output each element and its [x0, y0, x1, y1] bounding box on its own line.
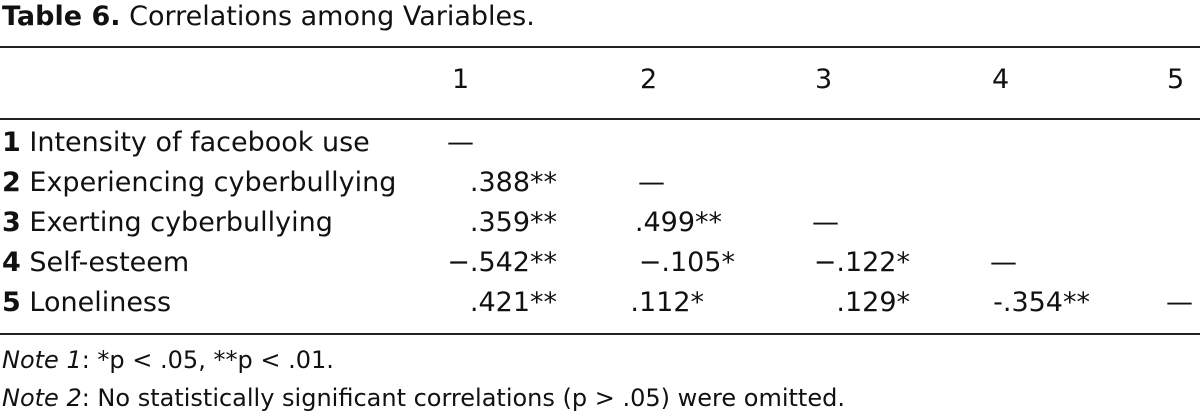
- table-cell: -.354**: [993, 287, 1090, 318]
- table-caption: Table 6. Correlations among Variables.: [2, 0, 535, 34]
- table-row-label: 5 Loneliness: [2, 286, 171, 320]
- table-cell: −.542**: [447, 247, 557, 278]
- table-row-label: 1 Intensity of facebook use: [2, 126, 370, 160]
- column-header-5: 5: [1167, 64, 1185, 95]
- bottom-rule: [0, 333, 1200, 335]
- table-cell: —: [1166, 287, 1193, 318]
- row-variable: Self-esteem: [29, 247, 190, 278]
- table-cell: .499**: [634, 207, 722, 238]
- table-cell: —: [447, 127, 474, 158]
- note-text: : *p < .05, **p < .01.: [81, 346, 334, 374]
- table-cell: .421**: [469, 287, 557, 318]
- table-cell: −.105*: [638, 247, 735, 278]
- row-number: 2: [2, 167, 21, 198]
- table-note-2: Note 2: No statistically significant cor…: [2, 383, 845, 413]
- table-title: Correlations among Variables.: [129, 1, 535, 32]
- row-variable: Experiencing cyberbullying: [29, 167, 397, 198]
- table-cell: −.122*: [813, 247, 910, 278]
- table-cell: —: [990, 247, 1017, 278]
- row-number: 5: [2, 287, 21, 318]
- table-cell: .129*: [836, 287, 910, 318]
- row-variable: Intensity of facebook use: [29, 127, 370, 158]
- table-cell: —: [638, 167, 665, 198]
- note-text: : No statistically significant correlati…: [81, 384, 845, 412]
- header-rule: [0, 118, 1200, 120]
- table-cell: —: [812, 207, 839, 238]
- note-label: Note 2: [2, 384, 82, 412]
- table-cell: .388**: [469, 167, 557, 198]
- row-number: 4: [2, 247, 21, 278]
- column-header-4: 4: [992, 64, 1010, 95]
- column-header-1: 1: [452, 64, 470, 95]
- table-row-label: 2 Experiencing cyberbullying: [2, 166, 396, 200]
- column-header-3: 3: [815, 64, 833, 95]
- table-note-1: Note 1: *p < .05, **p < .01.: [2, 345, 334, 375]
- column-header-2: 2: [640, 64, 658, 95]
- row-variable: Loneliness: [29, 287, 172, 318]
- table-row-label: 4 Self-esteem: [2, 246, 189, 280]
- note-label: Note 1: [2, 346, 82, 374]
- table-number: Table 6.: [2, 1, 121, 32]
- row-number: 3: [2, 207, 21, 238]
- table-cell: .112*: [630, 287, 704, 318]
- row-variable: Exerting cyberbullying: [29, 207, 333, 238]
- table-cell: .359**: [469, 207, 557, 238]
- table-row-label: 3 Exerting cyberbullying: [2, 206, 333, 240]
- top-rule: [0, 46, 1200, 48]
- row-number: 1: [2, 127, 21, 158]
